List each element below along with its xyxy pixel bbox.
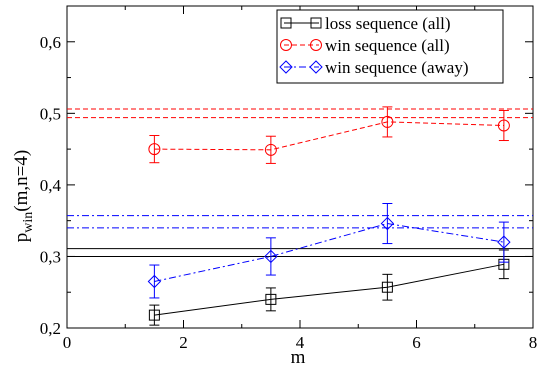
y-axis-label-subscript: win bbox=[21, 212, 36, 233]
y-axis-label: pwin(m,n=4) bbox=[11, 150, 36, 242]
data-point bbox=[148, 309, 160, 321]
x-tick-label: 2 bbox=[179, 333, 188, 352]
data-point bbox=[380, 216, 395, 231]
data-point bbox=[147, 274, 162, 289]
axes-layer: 0 2 4 6 8 0,2 0,3 0,4 0,5 0,6 bbox=[40, 5, 537, 352]
series-1 bbox=[148, 249, 510, 326]
x-tick-label: 4 bbox=[296, 333, 305, 352]
series-2 bbox=[148, 106, 510, 164]
y-tick-label: 0,2 bbox=[40, 319, 61, 338]
x-tick-label: 8 bbox=[529, 333, 537, 352]
legend-box bbox=[276, 9, 504, 84]
data-point bbox=[264, 249, 278, 264]
legend-marker-left bbox=[280, 39, 292, 51]
y-axis-label-rest: (m,n=4) bbox=[11, 150, 32, 212]
data-point bbox=[265, 293, 277, 305]
data-point bbox=[497, 119, 510, 132]
legend-entry-3: win sequence (away) bbox=[279, 58, 469, 77]
y-tick-label: 0,5 bbox=[40, 104, 61, 123]
legend-marker-left bbox=[280, 17, 292, 29]
data-point bbox=[264, 143, 277, 156]
legend-entry-2: win sequence (all) bbox=[280, 36, 450, 55]
data-point bbox=[148, 143, 161, 156]
data-point bbox=[381, 115, 394, 128]
y-tick-label: 0,3 bbox=[40, 247, 61, 266]
legend-marker-right bbox=[310, 39, 322, 51]
series-layer bbox=[147, 106, 511, 326]
data-point bbox=[497, 235, 511, 249]
y-tick-label: 0,4 bbox=[40, 176, 62, 195]
legend-marker-right bbox=[310, 17, 322, 29]
y-tick-label: 0,6 bbox=[40, 33, 61, 52]
legend-label: win sequence (all) bbox=[325, 36, 450, 55]
y-axis-label-main: p bbox=[11, 233, 32, 243]
series-line bbox=[154, 263, 504, 316]
legend-marker-left bbox=[279, 60, 293, 74]
data-point bbox=[381, 281, 393, 293]
x-tick-label: 0 bbox=[63, 333, 72, 352]
legend-label: win sequence (away) bbox=[325, 58, 469, 77]
series-line bbox=[154, 121, 504, 151]
legend-entry-1: loss sequence (all) bbox=[280, 14, 451, 33]
legend-marker-right bbox=[309, 60, 323, 74]
legend-label: loss sequence (all) bbox=[325, 14, 451, 33]
x-axis-label: m bbox=[291, 347, 306, 368]
series-3 bbox=[147, 202, 511, 299]
x-tick-label: 6 bbox=[412, 333, 421, 352]
legend: loss sequence (all) win sequence (all) win… bbox=[276, 9, 504, 84]
reference-lines bbox=[67, 108, 533, 257]
